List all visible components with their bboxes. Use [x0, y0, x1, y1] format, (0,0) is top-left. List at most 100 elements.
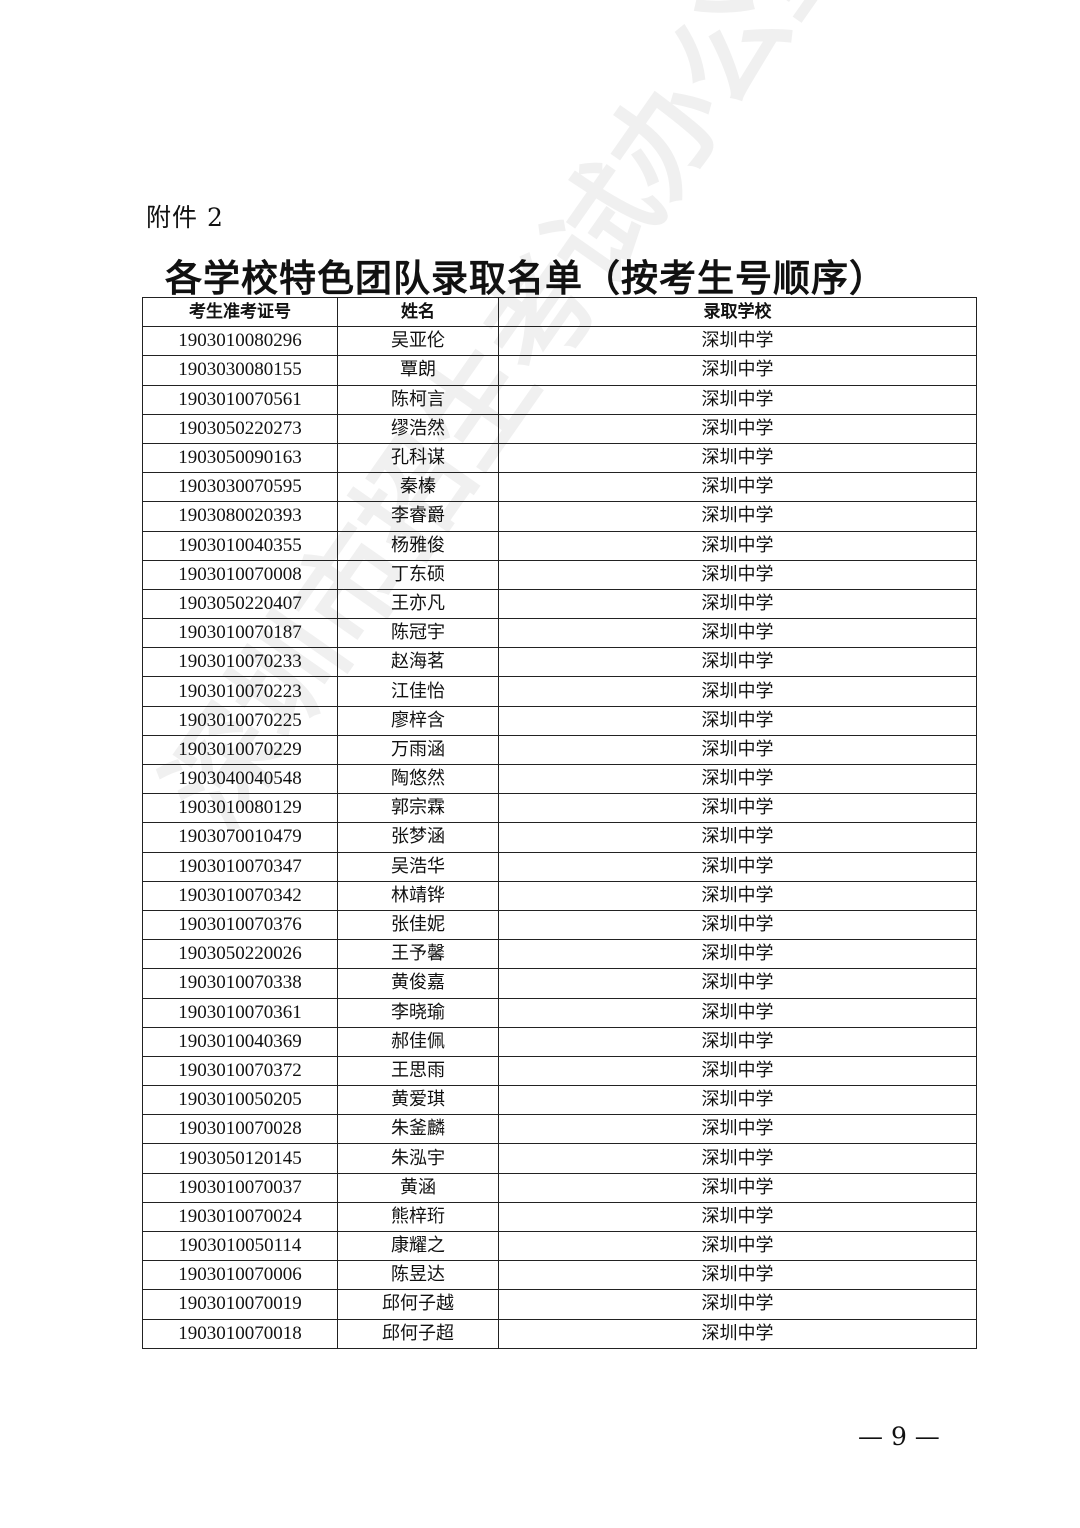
exam-id-cell: 1903010070028	[142, 1114, 338, 1145]
name-cell: 林靖铧	[337, 880, 499, 911]
name-cell: 秦榛	[337, 472, 499, 503]
exam-id-cell: 1903010070024	[142, 1201, 338, 1233]
table-row: 1903010070024 熊梓珩 深圳中学	[142, 1201, 977, 1233]
header-school: 录取学校	[498, 296, 977, 328]
school-cell: 深圳中学	[498, 355, 977, 386]
name-cell: 覃朗	[337, 355, 499, 386]
table-row: 1903010070006 陈昱达 深圳中学	[142, 1260, 977, 1291]
school-cell: 深圳中学	[498, 676, 977, 707]
table-row: 1903010040355 杨雅俊 深圳中学	[142, 530, 977, 561]
name-cell: 李晓瑜	[337, 997, 499, 1028]
table-row: 1903030070595 秦榛 深圳中学	[142, 472, 977, 503]
school-cell: 深圳中学	[498, 909, 977, 941]
school-cell: 深圳中学	[498, 1143, 977, 1174]
name-cell: 邱何子越	[337, 1289, 499, 1320]
exam-id-cell: 1903050220273	[142, 413, 338, 444]
name-cell: 廖梓含	[337, 705, 499, 736]
table-row: 1903010070018 邱何子超 深圳中学	[142, 1318, 977, 1349]
exam-id-cell: 1903010040355	[142, 530, 338, 561]
school-cell: 深圳中学	[498, 1114, 977, 1145]
table-row: 1903010070229 万雨涵 深圳中学	[142, 734, 977, 766]
exam-id-cell: 1903030080155	[142, 355, 338, 386]
school-cell: 深圳中学	[498, 1260, 977, 1291]
name-cell: 丁东硕	[337, 559, 499, 590]
exam-id-cell: 1903010070229	[142, 734, 338, 766]
name-cell: 熊梓珩	[337, 1201, 499, 1233]
table-row: 1903010040369 郝佳佩 深圳中学	[142, 1026, 977, 1057]
school-cell: 深圳中学	[498, 530, 977, 561]
table-row: 1903010070223 江佳怡 深圳中学	[142, 676, 977, 707]
table-row: 1903030080155 覃朗 深圳中学	[142, 355, 977, 386]
table-row: 1903010070361 李晓瑜 深圳中学	[142, 997, 977, 1028]
school-cell: 深圳中学	[498, 647, 977, 678]
name-cell: 孔科谋	[337, 442, 499, 474]
exam-id-cell: 1903010070372	[142, 1055, 338, 1087]
exam-id-cell: 1903010070338	[142, 968, 338, 999]
school-cell: 深圳中学	[498, 442, 977, 474]
exam-id-cell: 1903010070008	[142, 559, 338, 590]
table-row: 1903040040548 陶悠然 深圳中学	[142, 763, 977, 795]
name-cell: 万雨涵	[337, 734, 499, 766]
school-cell: 深圳中学	[498, 501, 977, 532]
table-row: 1903050220407 王亦凡 深圳中学	[142, 588, 977, 620]
exam-id-cell: 1903010070019	[142, 1289, 338, 1320]
exam-id-cell: 1903010070223	[142, 676, 338, 707]
name-cell: 吴亚伦	[337, 326, 499, 357]
table-row: 1903010070561 陈柯言 深圳中学	[142, 384, 977, 415]
name-cell: 陈柯言	[337, 384, 499, 415]
name-cell: 王思雨	[337, 1055, 499, 1087]
table-row: 1903010080296 吴亚伦 深圳中学	[142, 326, 977, 357]
exam-id-cell: 1903010070376	[142, 909, 338, 941]
school-cell: 深圳中学	[498, 1201, 977, 1233]
exam-id-cell: 1903010070561	[142, 384, 338, 415]
exam-id-cell: 1903010080129	[142, 793, 338, 824]
school-cell: 深圳中学	[498, 618, 977, 649]
school-cell: 深圳中学	[498, 1026, 977, 1057]
exam-id-cell: 1903010070347	[142, 851, 338, 882]
name-cell: 郝佳佩	[337, 1026, 499, 1057]
name-cell: 郭宗霖	[337, 793, 499, 824]
exam-id-cell: 1903010070233	[142, 647, 338, 678]
name-cell: 缪浩然	[337, 413, 499, 444]
exam-id-cell: 1903030070595	[142, 472, 338, 503]
table-row: 1903010070019 邱何子越 深圳中学	[142, 1289, 977, 1320]
school-cell: 深圳中学	[498, 472, 977, 503]
school-cell: 深圳中学	[498, 734, 977, 766]
table-row: 1903050220026 王予馨 深圳中学	[142, 939, 977, 970]
school-cell: 深圳中学	[498, 1230, 977, 1262]
school-cell: 深圳中学	[498, 851, 977, 882]
exam-id-cell: 1903010080296	[142, 326, 338, 357]
table-row: 1903050090163 孔科谋 深圳中学	[142, 442, 977, 474]
school-cell: 深圳中学	[498, 763, 977, 795]
exam-id-cell: 1903040040548	[142, 763, 338, 795]
school-cell: 深圳中学	[498, 793, 977, 824]
table-row: 1903010080129 郭宗霖 深圳中学	[142, 793, 977, 824]
name-cell: 陶悠然	[337, 763, 499, 795]
table-row: 1903050220273 缪浩然 深圳中学	[142, 413, 977, 444]
name-cell: 朱釜麟	[337, 1114, 499, 1145]
table-row: 1903010070008 丁东硕 深圳中学	[142, 559, 977, 590]
table-row: 1903010050205 黄爱琪 深圳中学	[142, 1085, 977, 1116]
header-exam-id: 考生准考证号	[142, 296, 338, 328]
exam-id-cell: 1903010070225	[142, 705, 338, 736]
school-cell: 深圳中学	[498, 1055, 977, 1087]
exam-id-cell: 1903010050114	[142, 1230, 338, 1262]
exam-id-cell: 1903070010479	[142, 822, 338, 853]
exam-id-cell: 1903010070342	[142, 880, 338, 911]
school-cell: 深圳中学	[498, 326, 977, 357]
admission-table: 考生准考证号 姓名 录取学校 1903010080296 吴亚伦 深圳中学 19030…	[142, 296, 977, 1349]
exam-id-cell: 1903010050205	[142, 1085, 338, 1116]
name-cell: 陈冠宇	[337, 618, 499, 649]
table-row: 1903010070338 黄俊嘉 深圳中学	[142, 968, 977, 999]
school-cell: 深圳中学	[498, 705, 977, 736]
school-cell: 深圳中学	[498, 384, 977, 415]
school-cell: 深圳中学	[498, 559, 977, 590]
name-cell: 赵海茗	[337, 647, 499, 678]
table-row: 1903010070225 廖梓含 深圳中学	[142, 705, 977, 736]
table-row: 1903070010479 张梦涵 深圳中学	[142, 822, 977, 853]
name-cell: 康耀之	[337, 1230, 499, 1262]
exam-id-cell: 1903050090163	[142, 442, 338, 474]
exam-id-cell: 1903010040369	[142, 1026, 338, 1057]
name-cell: 王予馨	[337, 939, 499, 970]
name-cell: 杨雅俊	[337, 530, 499, 561]
